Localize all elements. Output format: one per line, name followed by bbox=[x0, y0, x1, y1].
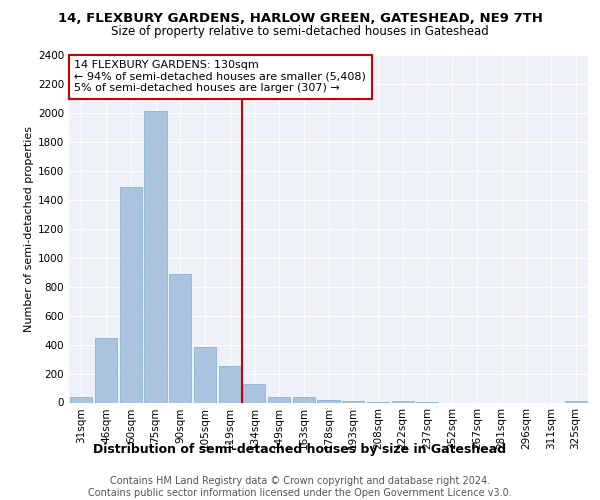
Bar bbox=[268, 396, 290, 402]
Bar bbox=[70, 398, 92, 402]
Text: 14, FLEXBURY GARDENS, HARLOW GREEN, GATESHEAD, NE9 7TH: 14, FLEXBURY GARDENS, HARLOW GREEN, GATE… bbox=[58, 12, 542, 26]
Bar bbox=[243, 384, 265, 402]
Bar bbox=[293, 396, 315, 402]
Text: Contains public sector information licensed under the Open Government Licence v3: Contains public sector information licen… bbox=[88, 488, 512, 498]
Bar bbox=[169, 274, 191, 402]
Bar bbox=[392, 401, 414, 402]
Bar bbox=[95, 338, 117, 402]
Text: Contains HM Land Registry data © Crown copyright and database right 2024.: Contains HM Land Registry data © Crown c… bbox=[110, 476, 490, 486]
Text: Distribution of semi-detached houses by size in Gateshead: Distribution of semi-detached houses by … bbox=[94, 442, 506, 456]
Bar bbox=[218, 366, 241, 403]
Bar bbox=[145, 112, 167, 403]
Text: 14 FLEXBURY GARDENS: 130sqm
← 94% of semi-detached houses are smaller (5,408)
5%: 14 FLEXBURY GARDENS: 130sqm ← 94% of sem… bbox=[74, 60, 366, 94]
Text: Size of property relative to semi-detached houses in Gateshead: Size of property relative to semi-detach… bbox=[111, 25, 489, 38]
Y-axis label: Number of semi-detached properties: Number of semi-detached properties bbox=[24, 126, 34, 332]
Bar bbox=[565, 401, 587, 402]
Bar bbox=[194, 348, 216, 403]
Bar bbox=[317, 400, 340, 402]
Bar bbox=[119, 187, 142, 402]
Bar bbox=[342, 401, 364, 402]
